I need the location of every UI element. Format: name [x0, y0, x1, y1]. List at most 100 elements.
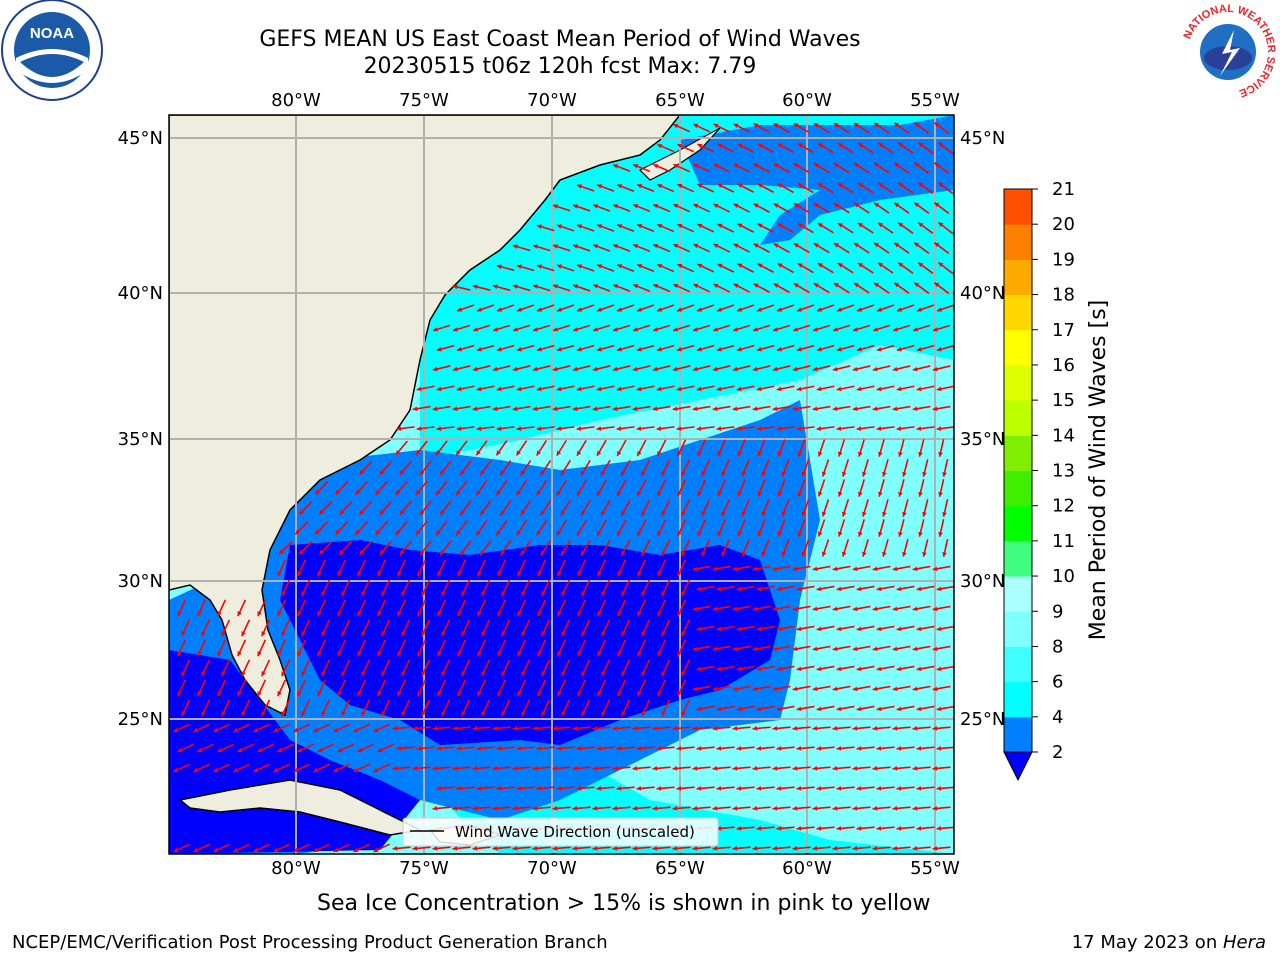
- colorbar-segment: [1004, 329, 1032, 366]
- wind-wave-arrowhead: [457, 691, 462, 697]
- wind-wave-arrowhead: [736, 826, 742, 831]
- wind-wave-arrowhead: [916, 626, 922, 632]
- colorbar-segment: [1004, 576, 1032, 612]
- wind-wave-arrowhead: [460, 510, 465, 516]
- wind-wave-arrowhead: [736, 706, 742, 712]
- lat-label: 40°N: [960, 283, 1005, 304]
- wind-wave-arrowhead: [672, 406, 678, 412]
- wind-wave-arrowhead: [882, 511, 887, 517]
- wind-wave-arrowhead: [636, 426, 642, 431]
- wind-wave-arrowhead: [277, 651, 282, 657]
- wind-wave-arrowhead: [833, 123, 839, 128]
- wind-wave-arrowhead: [596, 426, 602, 431]
- wind-wave-arrowhead: [942, 471, 947, 477]
- lon-labels-top: 80°W 75°W 70°W 65°W 60°W 55°W: [271, 90, 960, 111]
- wind-wave-arrowhead: [692, 606, 698, 612]
- wind-wave-arrowhead: [736, 426, 742, 431]
- wind-wave-arrowhead: [677, 263, 683, 269]
- wind-wave-arrowhead: [776, 826, 782, 831]
- wind-wave-arrowhead: [773, 203, 779, 208]
- wind-wave-arrowhead: [793, 283, 799, 288]
- land-cuba: [178, 779, 423, 836]
- wind-wave-arrowhead: [476, 386, 482, 392]
- wind-wave-arrowhead: [399, 510, 405, 515]
- wind-wave-arrowhead: [456, 450, 461, 456]
- wind-wave-arrowhead: [516, 346, 522, 352]
- wind-wave-arrowhead: [677, 571, 682, 577]
- wind-wave-arrowhead: [653, 163, 659, 169]
- wind-wave-arrowhead: [419, 470, 425, 476]
- wind-wave-arrowhead: [896, 786, 902, 791]
- wind-wave-arrowhead: [836, 786, 842, 791]
- wind-wave-arrowhead: [882, 551, 887, 557]
- wind-wave-arrowhead: [796, 746, 802, 751]
- wind-wave-arrowhead: [932, 366, 938, 372]
- wind-wave-arrowhead: [417, 571, 422, 577]
- wind-wave-arrowhead: [632, 766, 638, 771]
- wind-wave-arrowhead: [896, 706, 902, 712]
- wind-wave-arrowhead: [496, 346, 502, 352]
- wind-wave-arrowhead: [753, 327, 758, 332]
- wind-wave-arrowhead: [776, 626, 782, 632]
- wind-wave-arrowhead: [181, 631, 186, 637]
- wind-wave-arrowhead: [872, 806, 878, 811]
- wind-wave-arrowhead: [837, 183, 843, 188]
- wind-wave-arrowhead: [854, 123, 860, 128]
- wind-wave-arrowhead: [432, 846, 438, 851]
- wind-wave-arrowhead: [781, 551, 787, 557]
- wind-wave-arrowhead: [461, 671, 466, 677]
- wind-wave-arrowhead: [673, 243, 679, 249]
- colorbar-segment: [1004, 259, 1032, 296]
- wind-wave-arrowhead: [357, 651, 362, 657]
- wind-wave-arrowhead: [672, 806, 678, 811]
- wind-wave-arrowhead: [776, 746, 782, 751]
- wind-wave-arrowhead: [913, 327, 918, 332]
- wind-wave-arrowhead: [277, 611, 282, 617]
- wind-wave-arrowhead: [713, 327, 718, 332]
- wind-wave-arrowhead: [357, 571, 362, 577]
- lon-label: 75°W: [399, 858, 449, 879]
- wind-wave-arrowhead: [492, 846, 498, 851]
- wind-wave-arrowhead: [337, 611, 342, 617]
- lon-label: 55°W: [910, 90, 960, 111]
- wind-wave-arrowhead: [713, 163, 719, 169]
- wind-wave-arrowhead: [337, 571, 342, 577]
- wind-wave-arrowhead: [621, 510, 626, 516]
- wind-wave-arrowhead: [693, 283, 699, 289]
- wind-wave-arrowhead: [938, 531, 943, 537]
- wind-wave-arrowhead: [757, 307, 763, 312]
- lon-label: 70°W: [527, 858, 577, 879]
- lat-label: 35°N: [118, 429, 163, 450]
- wind-wave-arrowhead: [637, 530, 642, 536]
- wind-wave-arrowhead: [857, 531, 863, 537]
- wind-wave-arrowhead: [934, 282, 940, 288]
- wind-wave-arrowhead: [476, 786, 482, 791]
- wind-wave-arrowhead: [339, 549, 345, 555]
- wind-wave-arrowhead: [938, 222, 944, 228]
- wind-wave-arrowhead: [936, 706, 942, 712]
- wind-wave-arrowhead: [461, 711, 466, 717]
- wind-wave-arrowhead: [472, 846, 478, 851]
- wind-wave-arrowhead: [381, 711, 386, 717]
- wind-wave-arrowhead: [617, 651, 622, 657]
- colorbar-segment: [1004, 716, 1032, 753]
- wind-wave-arrowhead: [914, 282, 920, 288]
- wind-wave-arrowhead: [936, 386, 942, 392]
- wind-wave-arrowhead: [676, 786, 682, 791]
- wind-wave-arrowhead: [737, 183, 743, 189]
- wind-wave-arrowhead: [852, 766, 858, 771]
- wind-wave-arrowhead: [496, 530, 501, 536]
- wind-wave-arrowhead: [641, 510, 646, 516]
- colorbar-label: Mean Period of Wind Waves [s]: [1086, 300, 1111, 640]
- wind-wave-arrowhead: [481, 591, 486, 597]
- wind-wave-arrowhead: [440, 470, 445, 476]
- wind-wave-arrowhead: [173, 767, 179, 773]
- wind-wave-arrowhead: [852, 646, 858, 652]
- wind-wave-arrowhead: [436, 346, 442, 352]
- wind-wave-arrowhead: [817, 451, 823, 457]
- wind-wave-arrowhead: [601, 550, 606, 556]
- wind-wave-arrowhead: [441, 711, 446, 717]
- wind-wave-arrowhead: [576, 490, 582, 496]
- wind-wave-arrowhead: [596, 346, 602, 352]
- wind-wave-arrowhead: [497, 691, 502, 697]
